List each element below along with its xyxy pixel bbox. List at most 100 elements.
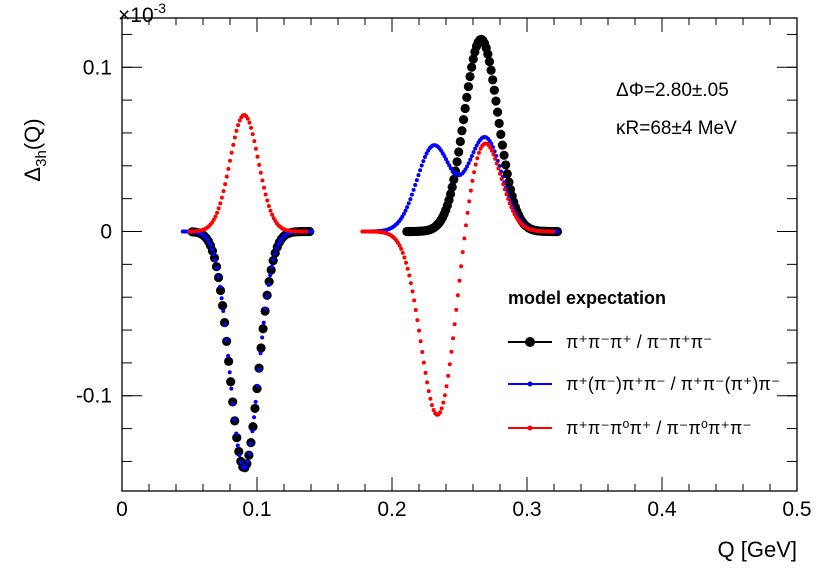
data-point bbox=[271, 257, 276, 262]
legend: model expectation π⁺π⁻π⁺ / π⁻π⁺π⁻ π⁺(π⁻)… bbox=[508, 288, 780, 438]
data-point bbox=[457, 278, 462, 283]
data-point bbox=[431, 408, 436, 413]
data-point bbox=[473, 146, 478, 151]
data-point bbox=[496, 129, 506, 139]
data-point bbox=[451, 336, 456, 341]
data-point bbox=[260, 335, 265, 340]
data-point bbox=[264, 294, 269, 299]
data-point bbox=[501, 160, 511, 170]
data-point bbox=[465, 71, 475, 82]
data-point bbox=[418, 168, 423, 173]
data-point bbox=[206, 239, 211, 244]
data-point bbox=[469, 153, 474, 158]
data-point bbox=[472, 170, 477, 175]
data-point bbox=[446, 373, 451, 378]
data-point bbox=[445, 189, 456, 199]
data-point bbox=[415, 318, 420, 323]
data-point bbox=[452, 157, 462, 167]
data-point bbox=[224, 338, 229, 343]
data-point bbox=[219, 195, 224, 200]
data-point bbox=[273, 251, 278, 256]
data-point bbox=[418, 339, 423, 344]
x-tick-label: 0.5 bbox=[782, 498, 811, 521]
data-point bbox=[421, 360, 426, 365]
data-point bbox=[208, 243, 213, 248]
data-point bbox=[406, 201, 411, 206]
data-point bbox=[270, 212, 275, 217]
data-point bbox=[499, 176, 504, 181]
data-point bbox=[274, 246, 279, 251]
data-point bbox=[414, 178, 419, 183]
data-point bbox=[229, 150, 234, 155]
data-point bbox=[252, 415, 257, 420]
data-point bbox=[217, 300, 228, 311]
legend-marker-red bbox=[527, 425, 533, 431]
data-point bbox=[239, 460, 244, 465]
data-point bbox=[224, 356, 234, 366]
data-point bbox=[232, 417, 237, 422]
data-point bbox=[467, 199, 472, 204]
data-point bbox=[216, 274, 221, 279]
data-point bbox=[266, 283, 271, 288]
data-point bbox=[231, 142, 236, 147]
data-point bbox=[439, 406, 444, 411]
data-point bbox=[236, 123, 241, 128]
data-point bbox=[243, 464, 248, 469]
data-point bbox=[426, 389, 431, 394]
data-point bbox=[304, 229, 309, 234]
data-point bbox=[417, 328, 421, 333]
data-point bbox=[462, 236, 467, 241]
data-point bbox=[399, 246, 404, 251]
data-point bbox=[413, 307, 418, 312]
data-point bbox=[255, 154, 260, 159]
data-point bbox=[438, 410, 443, 415]
data-point bbox=[232, 433, 242, 443]
data-point bbox=[228, 397, 238, 407]
data-point bbox=[247, 120, 252, 125]
axes: 0 0.1 0.2 0.3 0.4 0.5 -0.1 0 0.1 bbox=[76, 17, 812, 521]
data-point bbox=[248, 422, 258, 432]
data-point bbox=[494, 161, 499, 166]
data-point bbox=[268, 208, 273, 213]
legend-title: model expectation bbox=[508, 288, 666, 308]
data-point bbox=[510, 208, 515, 213]
data-point bbox=[400, 250, 405, 255]
data-point bbox=[444, 384, 449, 389]
data-point bbox=[252, 139, 257, 144]
data-point bbox=[247, 451, 252, 456]
data-point bbox=[250, 429, 255, 434]
data-point bbox=[235, 443, 240, 448]
data-point bbox=[470, 178, 475, 183]
data-point bbox=[221, 309, 226, 314]
y-axis-title: Δ3h(Q) bbox=[20, 118, 50, 181]
data-point bbox=[262, 185, 267, 190]
data-point bbox=[410, 289, 415, 294]
data-point bbox=[255, 383, 260, 388]
data-point bbox=[209, 247, 214, 252]
data-point bbox=[419, 163, 424, 168]
data-point bbox=[455, 293, 460, 298]
data-point bbox=[216, 206, 221, 211]
data-point bbox=[404, 260, 409, 265]
data-point bbox=[502, 169, 512, 179]
data-point bbox=[218, 201, 223, 206]
data-point bbox=[264, 277, 274, 287]
data-point bbox=[237, 118, 242, 123]
plot-frame bbox=[121, 17, 798, 492]
data-point bbox=[224, 174, 229, 179]
data-point bbox=[213, 214, 218, 219]
data-point bbox=[486, 65, 496, 75]
data-point bbox=[232, 135, 237, 140]
data-point bbox=[422, 155, 427, 160]
data-point bbox=[411, 187, 416, 192]
data-point bbox=[454, 307, 459, 312]
data-point bbox=[475, 156, 480, 161]
legend-marker-blue bbox=[527, 381, 533, 387]
data-point bbox=[504, 192, 509, 197]
data-point bbox=[269, 264, 274, 269]
data-point bbox=[405, 266, 410, 271]
data-point bbox=[221, 189, 226, 194]
data-point bbox=[424, 151, 429, 156]
data-point bbox=[425, 380, 430, 385]
data-point bbox=[476, 150, 481, 155]
